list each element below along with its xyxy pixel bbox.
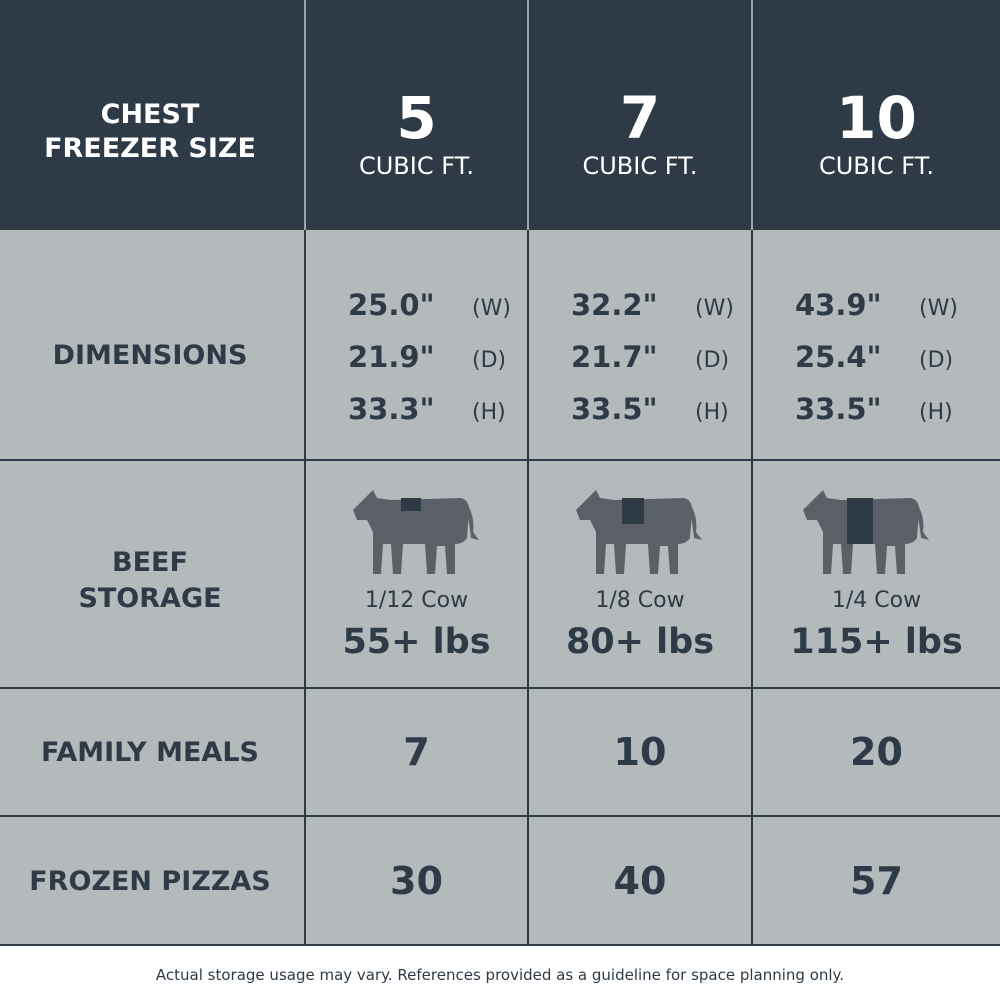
dimension-value: 33.5" [795,392,882,426]
beef-fraction: 1/8 Cow [595,588,685,613]
divider [751,0,753,230]
dimension-value: 21.9" [348,340,435,374]
dimension-axis: (W) [695,296,734,321]
beef-weight: 115+ lbs [790,622,963,662]
cow-icon [576,490,702,574]
size-unit: CUBIC FT. [818,152,935,180]
dimension-value: 25.0" [348,288,435,322]
dimension-axis: (W) [919,296,958,321]
divider [304,230,306,945]
beef-fraction: 1/4 Cow [831,588,922,613]
row-label: DIMENSIONS [52,340,248,371]
divider [304,0,306,230]
row-label: FAMILY MEALS [41,737,259,768]
header-band [0,0,1000,230]
header-label-line: FREEZER SIZE [44,133,256,164]
divider [0,687,1000,689]
meals-value: 7 [403,730,430,774]
row-label-line: STORAGE [78,583,222,614]
beef-fraction: 1/12 Cow [364,588,469,613]
divider [0,815,1000,817]
dimension: 25.0" (W) [348,288,511,322]
dimension-axis: (H) [472,400,506,425]
size-unit: CUBIC FT. [582,152,698,180]
dimension-value: 43.9" [795,288,882,322]
size-unit: CUBIC FT. [358,152,475,180]
pizzas-value: 40 [613,859,667,903]
dimension-axis: (D) [695,348,730,373]
dimension: 43.9" (W) [795,288,958,322]
meals-value: 10 [613,730,667,774]
dimension-value: 25.4" [795,340,882,374]
pizzas-value: 30 [390,859,443,903]
row-label-line: BEEF [112,547,188,578]
dimension-axis: (W) [472,296,511,321]
divider [751,230,753,945]
dimension: 25.4" (D) [795,340,953,374]
dimension-axis: (D) [472,348,507,373]
dimension-value: 33.3" [348,392,435,426]
dimension-value: 21.7" [571,340,658,374]
beef-weight: 80+ lbs [565,622,715,662]
divider [527,230,529,945]
meals-value: 20 [850,730,903,774]
dimension: 32.2" (W) [571,288,734,322]
dimension: 21.7" (D) [571,340,729,374]
header-label-line: CHEST [100,99,200,130]
size-number: 10 [836,84,917,152]
size-number: 7 [619,84,661,152]
row-label: BEEF STORAGE [0,545,300,617]
dimension-value: 32.2" [571,288,658,322]
divider [0,459,1000,461]
dimension-axis: (H) [695,400,729,425]
beef-weight: 55+ lbs [342,622,491,662]
body-band [0,230,1000,945]
cow-icon [353,490,479,574]
dimension-axis: (D) [919,348,954,373]
dimension: 21.9" (D) [348,340,506,374]
size-number: 5 [396,84,437,152]
footnote: Actual storage usage may vary. Reference… [155,966,845,984]
divider [0,944,1000,946]
dimension: 33.5" (H) [571,392,729,426]
header-label: CHEST FREEZER SIZE [0,98,300,166]
dimension: 33.5" (H) [795,392,953,426]
divider [527,0,529,230]
cow-icon [803,490,929,574]
dimension-value: 33.5" [571,392,658,426]
row-label: FROZEN PIZZAS [29,866,271,897]
dimension: 33.3" (H) [348,392,506,426]
pizzas-value: 57 [850,859,903,903]
dimension-axis: (H) [919,400,953,425]
